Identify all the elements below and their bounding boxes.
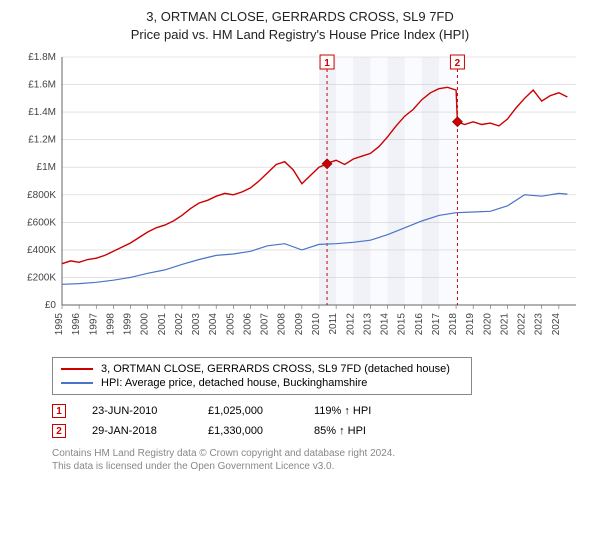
sale-date: 23-JUN-2010 — [92, 405, 182, 417]
chart-area: £0 £200K £400K £600K £800K £1M £1.2M £1.4M £1.6M… — [14, 49, 586, 349]
svg-text:2009: 2009 — [294, 313, 305, 336]
svg-text:2024: 2024 — [551, 313, 562, 336]
svg-text:2001: 2001 — [157, 313, 168, 336]
footer-line1: Contains HM Land Registry data © Crown c… — [52, 447, 586, 460]
legend-label-hpi: HPI: Average price, detached house, Buck… — [101, 377, 367, 389]
title-line1: 3, ORTMAN CLOSE, GERRARDS CROSS, SL9 7FD — [14, 8, 586, 26]
svg-text:2002: 2002 — [174, 313, 185, 336]
svg-text:1: 1 — [324, 58, 330, 69]
legend-swatch-hpi — [61, 382, 93, 384]
svg-text:2021: 2021 — [499, 313, 510, 336]
svg-text:2007: 2007 — [260, 313, 271, 336]
svg-text:2018: 2018 — [448, 313, 459, 336]
legend-swatch-property — [61, 368, 93, 370]
svg-text:£200K: £200K — [27, 273, 56, 284]
svg-text:2000: 2000 — [140, 313, 151, 336]
svg-text:2012: 2012 — [345, 313, 356, 336]
svg-text:1998: 1998 — [105, 313, 116, 336]
svg-text:2023: 2023 — [534, 313, 545, 336]
sale-price: £1,025,000 — [208, 405, 288, 417]
svg-text:£600K: £600K — [27, 217, 56, 228]
title-line2: Price paid vs. HM Land Registry's House … — [14, 26, 586, 44]
svg-text:£0: £0 — [45, 300, 57, 311]
footer-line2: This data is licensed under the Open Gov… — [52, 460, 586, 473]
svg-text:1995: 1995 — [54, 313, 65, 336]
footer-attribution: Contains HM Land Registry data © Crown c… — [52, 447, 586, 473]
sale-row: 1 23-JUN-2010 £1,025,000 119% ↑ HPI — [52, 401, 586, 421]
svg-text:2004: 2004 — [208, 313, 219, 336]
svg-text:£1.6M: £1.6M — [28, 80, 56, 91]
svg-text:2014: 2014 — [380, 313, 391, 336]
svg-text:£1.2M: £1.2M — [28, 135, 56, 146]
sale-pct: 119% ↑ HPI — [314, 405, 404, 417]
svg-text:1997: 1997 — [88, 313, 99, 336]
svg-text:£800K: £800K — [27, 190, 56, 201]
svg-text:£1.8M: £1.8M — [28, 52, 56, 63]
svg-text:2008: 2008 — [277, 313, 288, 336]
svg-text:£1M: £1M — [37, 162, 56, 173]
svg-text:2006: 2006 — [242, 313, 253, 336]
svg-text:2010: 2010 — [311, 313, 322, 336]
legend-item-hpi: HPI: Average price, detached house, Buck… — [61, 376, 463, 390]
svg-text:2003: 2003 — [191, 313, 202, 336]
sale-pct: 85% ↑ HPI — [314, 425, 404, 437]
sale-row: 2 29-JAN-2018 £1,330,000 85% ↑ HPI — [52, 421, 586, 441]
line-chart: £0 £200K £400K £600K £800K £1M £1.2M £1.4M £1.6M… — [14, 49, 586, 349]
svg-text:2015: 2015 — [397, 313, 408, 336]
svg-text:2005: 2005 — [225, 313, 236, 336]
svg-text:2020: 2020 — [482, 313, 493, 336]
svg-text:2: 2 — [455, 58, 461, 69]
svg-text:1996: 1996 — [71, 313, 82, 336]
sale-date: 29-JAN-2018 — [92, 425, 182, 437]
svg-text:£1.4M: £1.4M — [28, 107, 56, 118]
legend: 3, ORTMAN CLOSE, GERRARDS CROSS, SL9 7FD… — [52, 357, 472, 395]
sales-table: 1 23-JUN-2010 £1,025,000 119% ↑ HPI 2 29… — [52, 401, 586, 441]
sale-price: £1,330,000 — [208, 425, 288, 437]
svg-text:2017: 2017 — [431, 313, 442, 336]
svg-text:£400K: £400K — [27, 245, 56, 256]
svg-text:2022: 2022 — [517, 313, 528, 336]
legend-label-property: 3, ORTMAN CLOSE, GERRARDS CROSS, SL9 7FD… — [101, 363, 450, 375]
chart-title: 3, ORTMAN CLOSE, GERRARDS CROSS, SL9 7FD… — [14, 8, 586, 43]
svg-text:2011: 2011 — [328, 313, 339, 335]
sale-marker-box: 2 — [52, 424, 66, 438]
svg-text:2016: 2016 — [414, 313, 425, 336]
legend-item-property: 3, ORTMAN CLOSE, GERRARDS CROSS, SL9 7FD… — [61, 362, 463, 376]
sale-marker-box: 1 — [52, 404, 66, 418]
svg-text:2019: 2019 — [465, 313, 476, 336]
svg-text:1999: 1999 — [123, 313, 134, 336]
svg-text:2013: 2013 — [362, 313, 373, 336]
